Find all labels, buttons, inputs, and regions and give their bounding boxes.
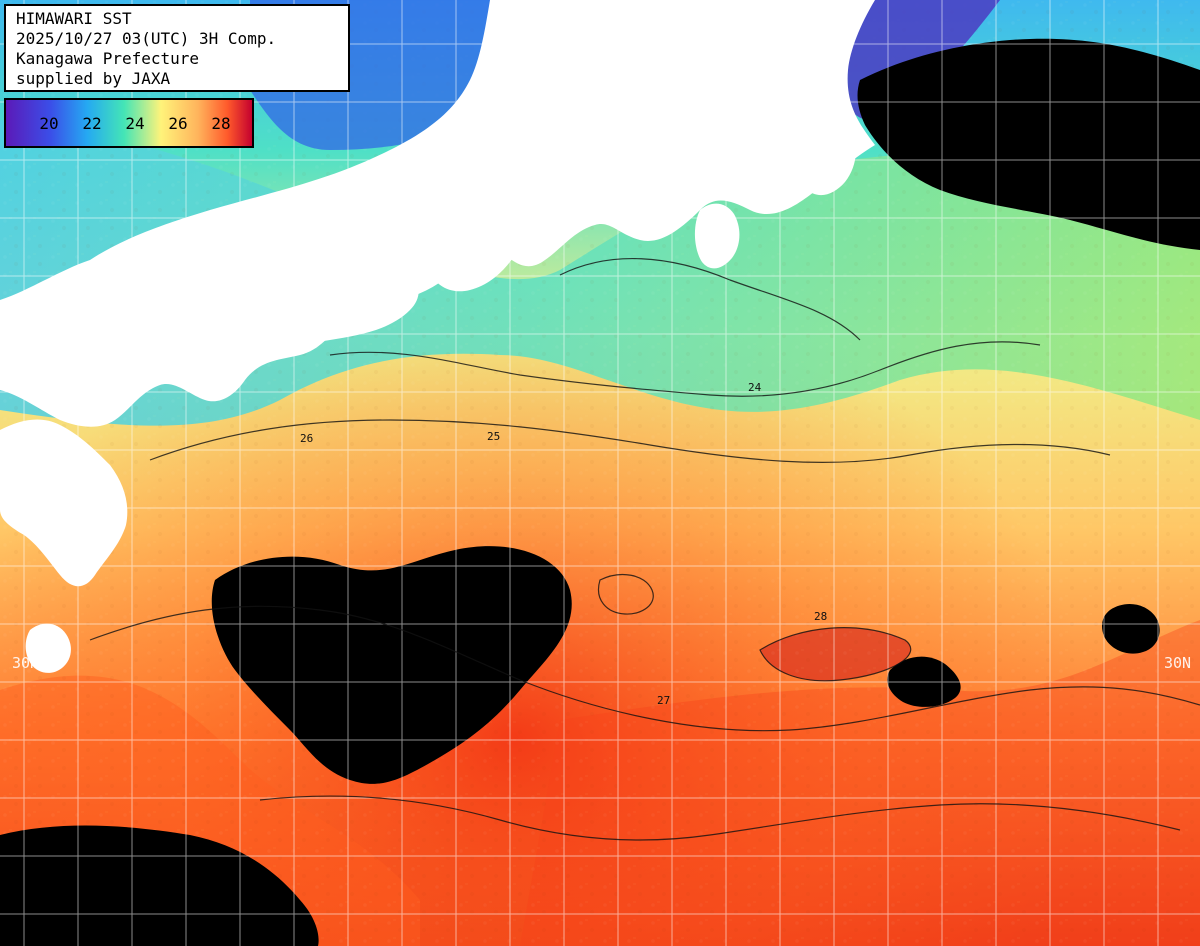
contour-28 xyxy=(259,795,1181,841)
legend-tick-24: 24 xyxy=(125,114,145,133)
legend-tick-28: 28 xyxy=(211,114,231,133)
legend-tick-22: 22 xyxy=(82,114,102,133)
contour-eddy-a xyxy=(759,627,912,682)
contour-labels: 24 25 26 27 28 xyxy=(300,381,827,707)
title-line-3: Kanagawa Prefecture xyxy=(16,49,200,68)
legend-tick-20: 20 xyxy=(39,114,59,133)
land-island-south xyxy=(25,623,71,673)
land-kyushu xyxy=(0,419,128,587)
lat-label-right: 30N xyxy=(1164,654,1192,672)
contour-eddy-b xyxy=(598,573,654,615)
land-izu-peninsula xyxy=(694,203,740,269)
contour-label-28: 28 xyxy=(814,610,827,623)
contour-label-24: 24 xyxy=(748,381,762,394)
temperature-legend: 20 22 24 26 28 xyxy=(4,98,254,148)
land-kii-peninsula xyxy=(422,205,517,292)
cloud-mask-central xyxy=(211,546,572,784)
contour-27 xyxy=(89,605,1200,732)
contour-label-27: 27 xyxy=(657,694,670,707)
contour-25 xyxy=(329,341,1041,397)
contour-26 xyxy=(149,419,1111,464)
contour-label-25: 25 xyxy=(487,430,500,443)
land-shikoku xyxy=(188,248,419,364)
contour-label-26: 26 xyxy=(300,432,313,445)
map-title-box: HIMAWARI SST 2025/10/27 03(UTC) 3H Comp.… xyxy=(4,4,350,92)
lat-label-left: 30N xyxy=(12,654,40,672)
legend-tick-26: 26 xyxy=(168,114,188,133)
contour-24 xyxy=(559,258,861,341)
title-line-1: HIMAWARI SST xyxy=(16,9,132,28)
title-line-2: 2025/10/27 03(UTC) 3H Comp. xyxy=(16,29,277,48)
cloud-mask-east-small xyxy=(1102,604,1160,654)
land-boso-peninsula xyxy=(793,114,856,196)
sst-contours xyxy=(89,258,1200,841)
title-line-4: supplied by JAXA xyxy=(16,69,171,88)
cloud-mask-northeast xyxy=(857,38,1200,250)
